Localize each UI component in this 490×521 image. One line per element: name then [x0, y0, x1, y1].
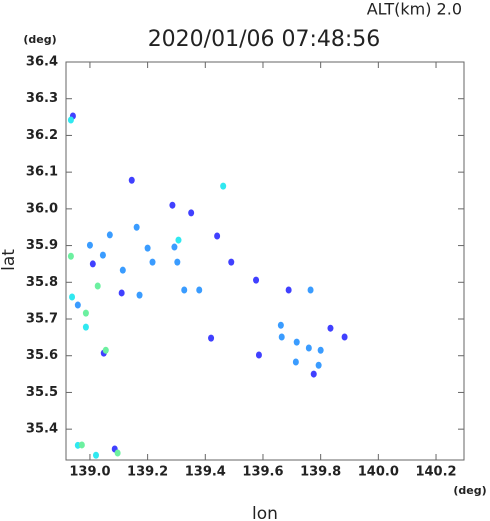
point	[277, 321, 284, 329]
point	[118, 289, 125, 297]
point	[174, 258, 181, 266]
x-tick-label: 139.6	[242, 465, 283, 480]
point	[181, 286, 188, 294]
point	[149, 258, 156, 266]
point	[315, 361, 322, 369]
point	[128, 176, 135, 184]
point	[278, 333, 285, 341]
y-tick-label: 36.1	[26, 165, 58, 180]
point	[188, 209, 195, 217]
point	[327, 324, 334, 332]
point	[99, 251, 106, 259]
point	[114, 449, 121, 457]
point	[293, 338, 300, 346]
point	[169, 201, 176, 209]
y-tick-label: 35.9	[26, 238, 58, 253]
y-axis-label: lat	[0, 249, 19, 271]
point	[69, 293, 76, 301]
point	[285, 286, 292, 294]
point	[92, 451, 99, 459]
point	[82, 323, 89, 331]
x-tick-label: 140.0	[358, 465, 399, 480]
point	[74, 301, 81, 309]
y-tick-label: 36.0	[26, 201, 58, 216]
point	[102, 346, 109, 354]
point	[220, 182, 227, 190]
point	[310, 370, 317, 378]
y-tick-label: 36.4	[26, 55, 58, 70]
point	[78, 441, 85, 449]
x-tick-label: 139.2	[127, 465, 168, 480]
point	[67, 252, 74, 260]
point	[94, 282, 101, 290]
point	[255, 351, 262, 359]
chart-title: 2020/01/06 07:48:56	[148, 27, 381, 52]
point	[86, 241, 93, 249]
x-axis-label: lon	[252, 504, 278, 521]
y-tick-label: 35.6	[26, 348, 58, 363]
point	[119, 266, 126, 274]
point	[214, 232, 221, 240]
point	[89, 260, 96, 268]
point	[208, 334, 215, 342]
x-tick-label: 139.4	[185, 465, 226, 480]
point	[292, 358, 299, 366]
point	[307, 286, 314, 294]
plot-frame	[65, 61, 465, 461]
y-unit: (deg)	[23, 33, 56, 46]
x-tick-label: 139.0	[69, 465, 110, 480]
point	[341, 333, 348, 341]
point	[317, 346, 324, 354]
point	[133, 223, 140, 231]
x-unit: (deg)	[453, 484, 486, 497]
subtitle: ALT(km) 2.0	[367, 0, 462, 19]
point	[67, 116, 74, 124]
point	[228, 258, 235, 266]
y-tick-label: 36.2	[26, 128, 58, 143]
point	[136, 291, 143, 299]
x-tick-label: 139.8	[300, 465, 341, 480]
point	[144, 244, 151, 252]
y-tick-label: 35.4	[26, 422, 58, 437]
point	[171, 243, 178, 251]
y-tick-label: 36.3	[26, 91, 58, 106]
x-tick-label: 140.2	[415, 465, 456, 480]
point	[82, 309, 89, 317]
y-tick-label: 35.5	[26, 385, 58, 400]
point	[305, 344, 312, 352]
point	[253, 276, 260, 284]
y-tick-label: 35.8	[26, 275, 58, 290]
point	[175, 236, 182, 244]
y-tick-label: 35.7	[26, 312, 58, 327]
point	[196, 286, 203, 294]
point	[106, 231, 113, 239]
